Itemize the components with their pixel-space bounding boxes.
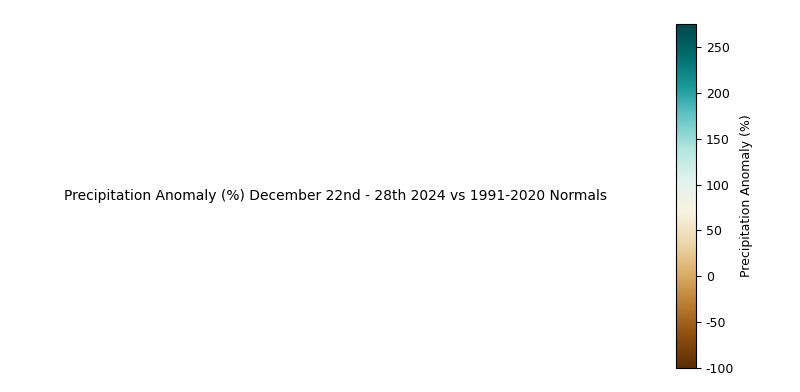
- Y-axis label: Precipitation Anomaly (%): Precipitation Anomaly (%): [740, 114, 753, 278]
- Text: Precipitation Anomaly (%) December 22nd - 28th 2024 vs 1991-2020 Normals: Precipitation Anomaly (%) December 22nd …: [65, 189, 607, 203]
